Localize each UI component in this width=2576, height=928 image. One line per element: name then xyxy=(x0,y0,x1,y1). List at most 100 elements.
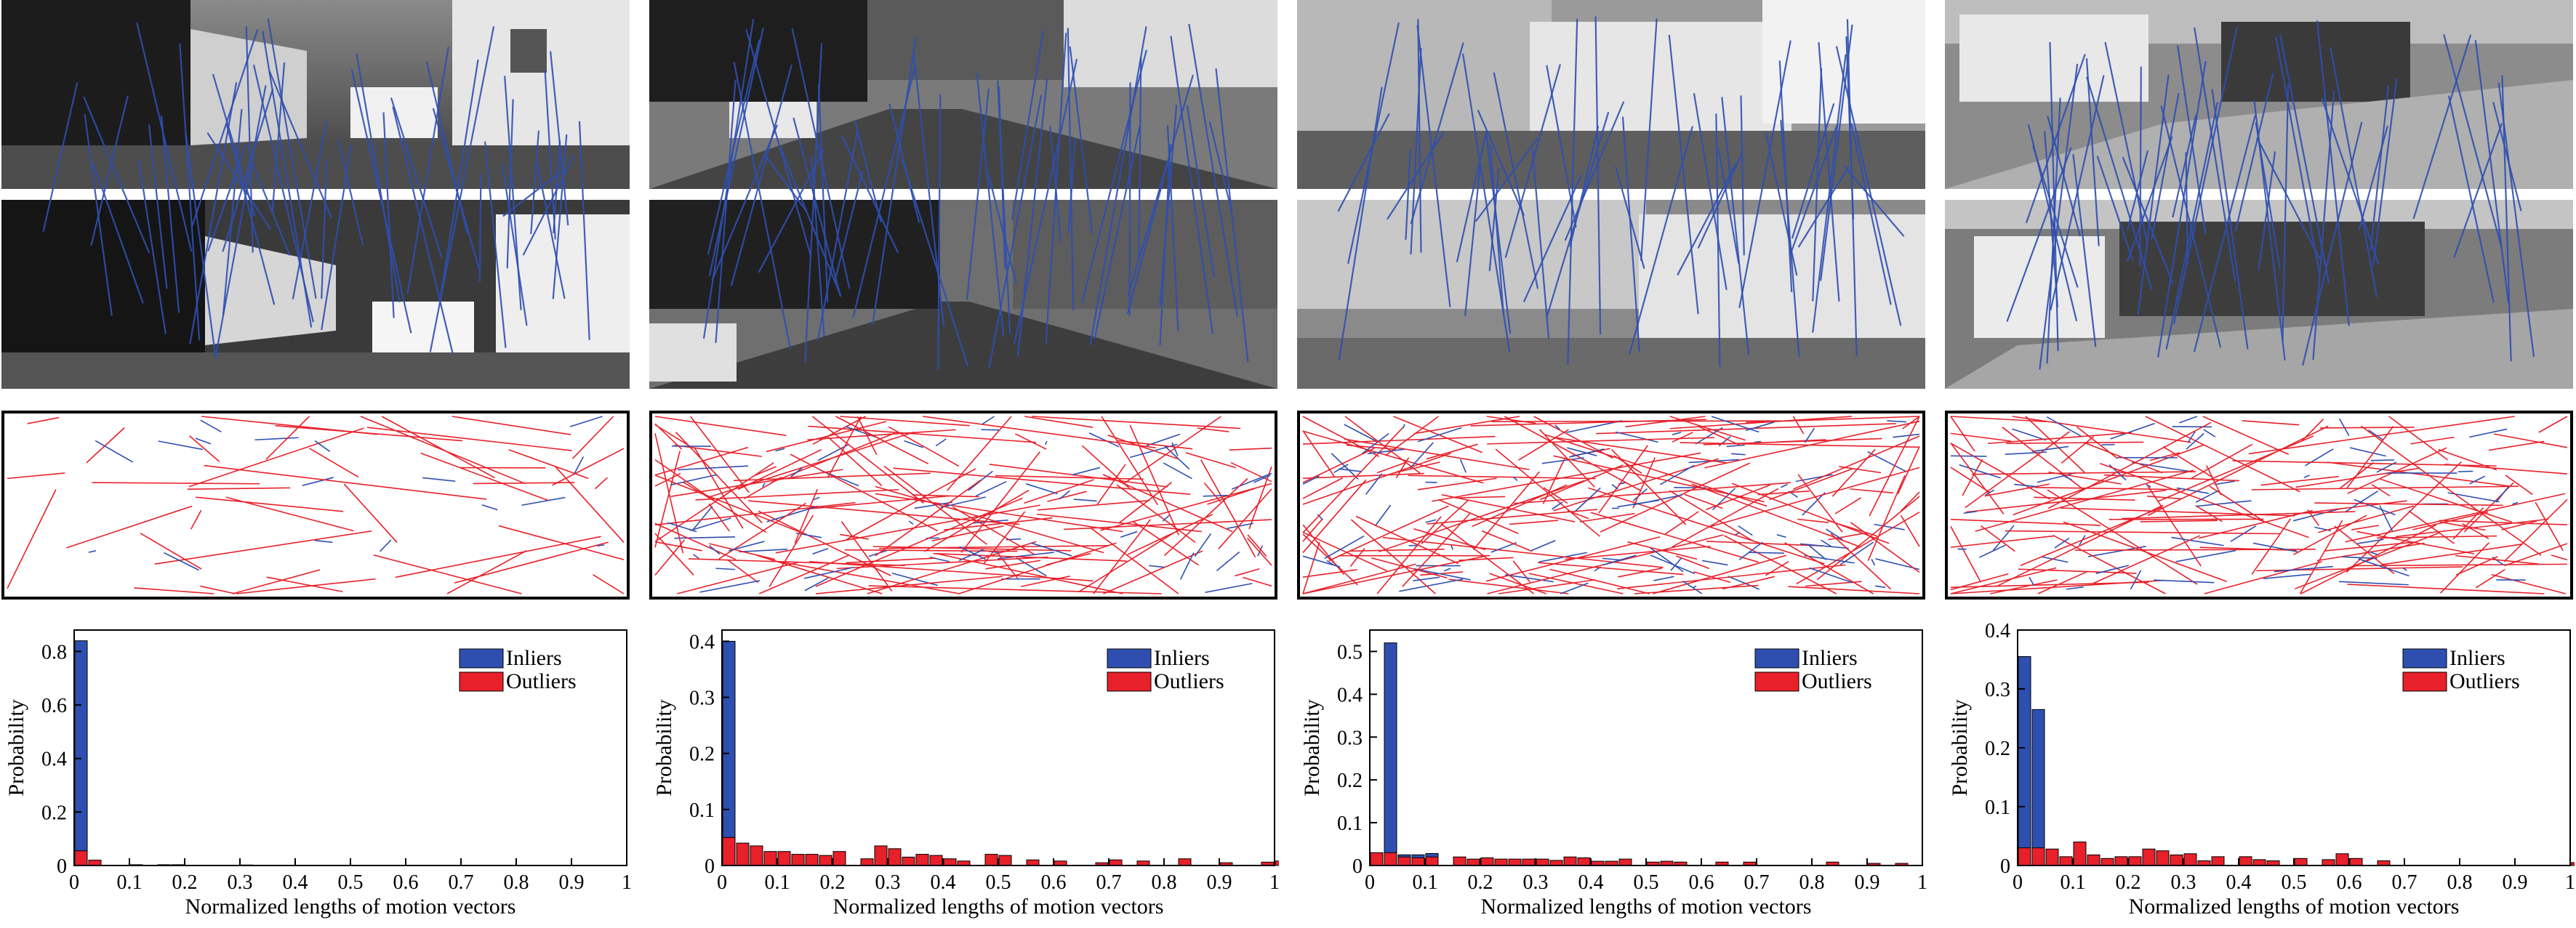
x-tick-label: 0 xyxy=(69,871,79,894)
inlier-vector xyxy=(2196,501,2252,507)
match-line xyxy=(2127,137,2172,262)
outlier-bar xyxy=(2101,858,2114,866)
x-tick-label: 0.3 xyxy=(2171,871,2196,894)
y-tick-label: 0.3 xyxy=(689,687,715,710)
y-tick-label: 0.1 xyxy=(1337,812,1363,835)
outlier-vector xyxy=(748,501,1019,524)
outlier-vector xyxy=(932,526,1004,541)
outlier-bar xyxy=(2184,854,2196,866)
outlier-vector xyxy=(655,424,682,449)
match-line xyxy=(1094,126,1139,339)
outlier-vector xyxy=(1248,535,1267,557)
inlier-vector xyxy=(2496,486,2508,502)
outlier-bar xyxy=(861,859,873,866)
outlier-vector xyxy=(1248,538,1272,565)
outlier-bar xyxy=(1536,859,1549,866)
x-tick-label: 0.1 xyxy=(2061,871,2086,894)
outlier-vector xyxy=(2021,507,2162,565)
inlier-vector xyxy=(2345,491,2378,512)
match-line xyxy=(1339,114,1389,211)
outlier-vector xyxy=(2377,536,2497,538)
y-tick-label: 0.8 xyxy=(41,641,67,663)
outlier-vector xyxy=(1504,416,1641,491)
inlier-vector xyxy=(1444,568,1450,571)
y-tick-label: 0 xyxy=(1352,855,1363,878)
inlier-vector xyxy=(422,477,455,481)
outlier-vector xyxy=(1130,425,1179,535)
inlier-vector xyxy=(482,505,498,510)
x-tick-label: 0.7 xyxy=(1744,871,1770,894)
outlier-vector xyxy=(1038,501,1149,510)
outlier-bar xyxy=(1027,860,1039,866)
inlier-vector xyxy=(315,541,333,543)
inlier-vector xyxy=(89,551,96,552)
outlier-vector xyxy=(1303,570,1357,577)
outlier-vector xyxy=(155,531,372,564)
outlier-bar xyxy=(1398,857,1411,866)
legend-swatch xyxy=(1107,649,1151,668)
outlier-vector xyxy=(196,497,343,512)
outlier-vector xyxy=(790,454,937,530)
x-tick-label: 0.9 xyxy=(2503,871,2528,894)
outlier-vector xyxy=(452,416,571,435)
x-tick-label: 0.8 xyxy=(1152,871,1177,894)
outlier-bar xyxy=(1453,857,1466,866)
outlier-bar xyxy=(806,855,818,866)
inlier-vector xyxy=(1362,434,1389,454)
outlier-vector xyxy=(1793,416,1803,434)
legend-label: Outliers xyxy=(1154,669,1224,693)
inlier-vector xyxy=(2029,577,2034,585)
outlier-vector xyxy=(1441,524,1534,594)
match-line xyxy=(2322,97,2378,264)
inlier-vector xyxy=(1059,491,1070,499)
x-tick-label: 0 xyxy=(717,871,727,894)
match-line xyxy=(391,98,442,258)
inlier-vector xyxy=(1781,484,1787,487)
outlier-vector xyxy=(1704,421,1919,468)
outlier-vector xyxy=(1204,483,1221,502)
x-tick-label: 1 xyxy=(1269,871,1279,894)
outlier-vector xyxy=(1670,416,1852,429)
outlier-vector xyxy=(1901,515,1919,546)
match-line xyxy=(1128,75,1193,295)
outlier-bar xyxy=(2253,860,2266,866)
outlier-vector xyxy=(310,448,358,477)
outlier-vector xyxy=(7,473,65,478)
match-line xyxy=(357,54,400,302)
match-lines-overlay xyxy=(649,0,1277,389)
y-axis-label: Probability xyxy=(4,699,28,796)
inlier-bar xyxy=(75,641,87,866)
x-tick-label: 0.3 xyxy=(1523,871,1549,894)
motion-vector-plot xyxy=(4,413,627,597)
match-line xyxy=(2280,34,2329,283)
inlier-bar xyxy=(2032,709,2045,866)
x-tick-label: 0.5 xyxy=(986,871,1011,894)
inlier-vector xyxy=(1893,435,1919,437)
y-tick-label: 0.1 xyxy=(689,799,715,822)
outlier-bar xyxy=(1110,860,1122,866)
inlier-vector xyxy=(715,568,735,570)
outlier-vector xyxy=(1850,489,1894,493)
match-line xyxy=(1623,117,1640,352)
x-tick-label: 0.4 xyxy=(283,871,308,894)
outlier-vector xyxy=(655,503,856,525)
outlier-vector xyxy=(1901,492,1919,512)
outlier-vector xyxy=(2410,437,2454,444)
inlier-vector xyxy=(1344,424,1378,442)
outlier-bar xyxy=(999,855,1011,866)
match-line xyxy=(2330,47,2377,297)
inlier-vector xyxy=(1163,463,1192,478)
inlier-vector xyxy=(813,549,829,554)
motion-vector-field xyxy=(1,411,630,600)
motion-vector-field xyxy=(649,411,1277,600)
outlier-bar xyxy=(1467,859,1480,866)
outlier-vector xyxy=(1164,478,1248,555)
outlier-vector xyxy=(1303,564,1416,594)
outlier-vector xyxy=(2314,503,2503,505)
outlier-vector xyxy=(1769,469,1852,499)
match-line xyxy=(902,160,968,366)
inlier-vector xyxy=(1602,558,1624,560)
match-line xyxy=(43,83,77,232)
match-line xyxy=(1012,31,1043,220)
